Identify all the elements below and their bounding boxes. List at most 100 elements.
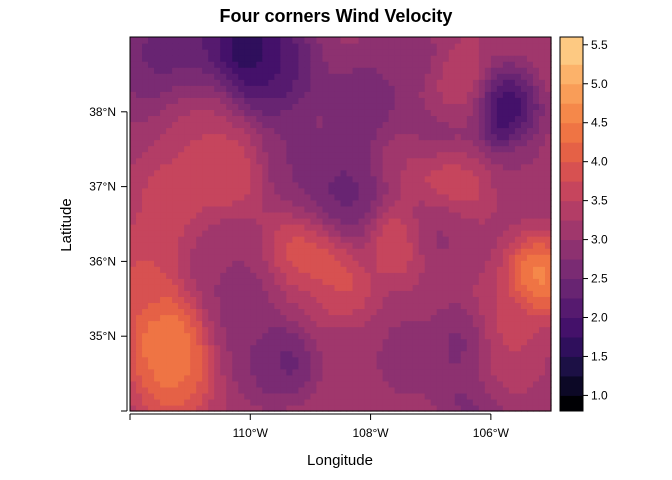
heatmap-cell [166, 187, 173, 195]
heatmap-cell [484, 199, 492, 207]
heatmap-cell [526, 254, 534, 261]
heatmap-cell [478, 296, 486, 304]
heatmap-cell [358, 302, 366, 310]
heatmap-cell [262, 224, 269, 231]
heatmap-cell [286, 37, 293, 44]
heatmap-cell [442, 338, 450, 346]
heatmap-cell [262, 320, 269, 328]
colorbar-swatch [560, 239, 583, 260]
heatmap-cell [442, 193, 450, 201]
heatmap-cell [508, 368, 516, 376]
heatmap-cell [442, 242, 450, 249]
heatmap-cell [352, 266, 360, 273]
heatmap-cell [544, 181, 552, 189]
heatmap-cell [520, 109, 528, 117]
colorbar-swatch [560, 220, 583, 241]
heatmap-cell [208, 115, 215, 123]
heatmap-cell [154, 109, 161, 117]
heatmap-cell [490, 392, 498, 400]
heatmap-cell [388, 278, 396, 285]
heatmap-cell [454, 211, 462, 219]
heatmap-cell [148, 404, 155, 412]
heatmap-cell [436, 43, 444, 50]
heatmap-cell [376, 308, 384, 316]
heatmap-cell [172, 73, 179, 80]
heatmap-cell [238, 91, 245, 98]
heatmap-cell [130, 326, 137, 334]
heatmap-cell [172, 326, 179, 334]
heatmap-cell [202, 97, 209, 104]
heatmap-cell [244, 350, 251, 358]
heatmap-cell [274, 43, 281, 50]
heatmap-cell [202, 85, 209, 92]
heatmap-cell [172, 398, 179, 406]
heatmap-cell [532, 115, 540, 123]
heatmap-cell [244, 97, 251, 104]
heatmap-cell [268, 326, 275, 334]
heatmap-cell [256, 272, 263, 279]
heatmap-cell [352, 314, 360, 322]
heatmap-cell [280, 230, 287, 237]
heatmap-cell [244, 109, 251, 117]
heatmap-cell [334, 386, 342, 394]
heatmap-cell [460, 290, 468, 297]
colorbar-swatch [560, 64, 583, 85]
heatmap-cell [256, 236, 263, 243]
heatmap-cell [508, 356, 516, 364]
heatmap-cell [340, 404, 348, 412]
heatmap-cell [214, 121, 221, 129]
heatmap-cell [340, 37, 348, 44]
heatmap-cell [250, 296, 257, 304]
heatmap-cell [448, 260, 456, 267]
heatmap-cell [232, 73, 239, 80]
heatmap-cell [238, 145, 245, 153]
heatmap-cell [496, 362, 504, 370]
heatmap-cell [160, 392, 167, 400]
heatmap-cell [256, 97, 263, 104]
heatmap-cell [154, 260, 161, 267]
heatmap-cell [334, 91, 342, 98]
heatmap-cell [502, 284, 510, 291]
heatmap-cell [154, 85, 161, 92]
heatmap-cell [340, 187, 348, 195]
heatmap-cell [142, 43, 149, 50]
heatmap-cell [208, 187, 215, 195]
heatmap-cell [352, 254, 360, 261]
heatmap-cell [538, 181, 546, 189]
heatmap-cell [478, 248, 486, 255]
heatmap-cell [364, 380, 372, 388]
heatmap-cell [334, 199, 342, 207]
heatmap-cell [220, 67, 227, 74]
heatmap-cell [316, 79, 324, 86]
heatmap-cell [334, 332, 342, 340]
heatmap-cell [346, 193, 354, 201]
heatmap-cell [364, 404, 372, 412]
heatmap-cell [430, 224, 438, 231]
heatmap-cell [286, 73, 293, 80]
heatmap-cell [298, 61, 306, 68]
heatmap-cell [268, 187, 275, 195]
heatmap-cell [202, 308, 209, 316]
heatmap-cell [430, 284, 438, 291]
heatmap-cell [190, 85, 197, 92]
heatmap-cell [268, 199, 275, 207]
heatmap-cell [544, 157, 552, 165]
heatmap-cell [130, 320, 137, 328]
heatmap-cell [208, 386, 215, 394]
heatmap-cell [178, 266, 185, 273]
heatmap-cell [502, 127, 510, 135]
heatmap-cell [520, 145, 528, 153]
heatmap-cell [388, 103, 396, 110]
heatmap-cell [238, 242, 245, 249]
heatmap-cell [448, 199, 456, 207]
heatmap-cell [412, 199, 420, 207]
heatmap-cell [154, 272, 161, 279]
heatmap-cell [298, 386, 306, 394]
heatmap-cell [142, 266, 149, 273]
heatmap-cell [238, 73, 245, 80]
heatmap-cell [226, 211, 233, 219]
heatmap-cell [448, 157, 456, 165]
heatmap-cell [394, 392, 402, 400]
heatmap-cell [370, 344, 378, 352]
heatmap-cell [232, 356, 239, 364]
